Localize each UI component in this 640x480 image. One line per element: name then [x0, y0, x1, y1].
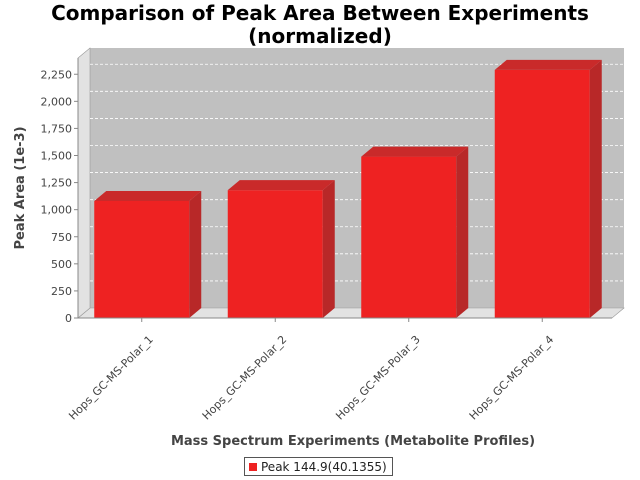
x-tick-label: Hops_GC-MS-Polar_3 — [333, 333, 423, 423]
y-tick-label: 2,000 — [41, 95, 73, 108]
chart-title-line-1: Comparison of Peak Area Between Experime… — [51, 1, 589, 25]
bar — [494, 59, 602, 319]
y-tick-label: 1,250 — [41, 177, 73, 190]
y-tick-label: 1,750 — [41, 122, 73, 135]
bar — [94, 191, 202, 318]
y-tick-label: 2,250 — [41, 68, 73, 81]
y-axis-title: Peak Area (1e-3) — [13, 126, 28, 249]
x-tick-label: Hops_GC-MS-Polar_2 — [200, 333, 290, 423]
bar-top — [94, 191, 202, 201]
x-tick-label: Hops_GC-MS-Polar_1 — [66, 333, 156, 423]
y-axis: 0 250 500 750 1,000 1,250 1,500 1,750 2,000 2,250 — [41, 58, 79, 325]
y-tick-label: 250 — [51, 285, 72, 298]
bar-top — [494, 59, 602, 70]
y-tick-label: 500 — [51, 258, 72, 271]
x-axis-title: Mass Spectrum Experiments (Metabolite Pr… — [171, 434, 535, 449]
legend-swatch — [249, 462, 257, 471]
legend-label: Peak 144.9(40.1355) — [261, 459, 387, 474]
bar-side — [456, 146, 469, 318]
bar-front — [361, 156, 457, 318]
y-tick-label: 0 — [65, 312, 72, 325]
y-tick-label: 1,000 — [41, 204, 73, 217]
bar-front — [227, 190, 323, 318]
bar-side — [322, 180, 335, 318]
x-axis: Hops_GC-MS-Polar_1 Hops_GC-MS-Polar_2 Hops… — [66, 317, 612, 423]
y-tick-label: 750 — [51, 231, 72, 244]
chart-title: Comparison of Peak Area Between Experime… — [0, 2, 640, 48]
bar-side — [189, 191, 202, 318]
bar-top — [227, 180, 335, 191]
bar-front — [494, 69, 590, 319]
legend: Peak 144.9(40.1355) — [244, 457, 393, 476]
plot-left-wall — [77, 47, 91, 319]
bar-side — [589, 59, 602, 319]
y-tick-label: 1,500 — [41, 150, 73, 163]
bar-front — [94, 201, 190, 318]
bar-top — [361, 146, 469, 157]
bar — [227, 180, 335, 318]
chart-title-line-2: (normalized) — [248, 24, 392, 48]
bars — [94, 59, 602, 319]
bar — [361, 146, 469, 318]
x-tick-label: Hops_GC-MS-Polar_4 — [467, 333, 557, 423]
